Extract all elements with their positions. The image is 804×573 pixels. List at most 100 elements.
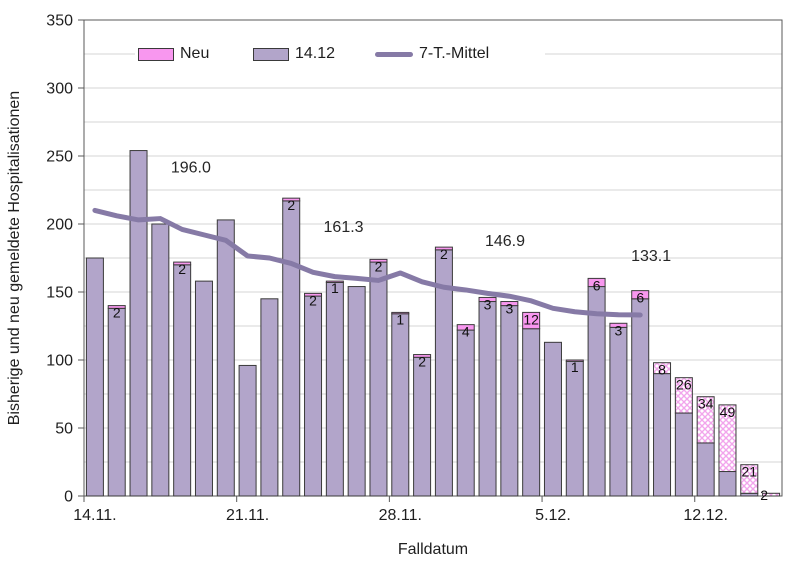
bar-value-label: 12 xyxy=(523,311,539,327)
bar-neu xyxy=(282,197,301,202)
legend-label-7t-mittel: 7-T.-Mittel xyxy=(419,45,490,62)
bar-base xyxy=(543,341,562,497)
bar-value-label: 6 xyxy=(636,290,644,306)
bar-neu xyxy=(762,492,781,497)
bar-base xyxy=(413,356,432,497)
y-tick-label: 350 xyxy=(46,13,73,30)
y-axis-title: Bisherige und neu gemeldete Hospitalisat… xyxy=(6,90,23,426)
bar-neu xyxy=(107,305,126,309)
bar-value-label: 2 xyxy=(760,487,768,503)
y-tick-label: 0 xyxy=(64,489,73,506)
bar-base xyxy=(304,295,323,497)
bar-neu xyxy=(173,261,192,266)
bar-neu xyxy=(631,290,650,300)
bar-base xyxy=(129,150,148,497)
x-tick-label: 28.11. xyxy=(379,507,422,524)
bar-neu xyxy=(369,258,388,263)
y-tick-label: 150 xyxy=(46,285,73,302)
legend-item-7t-mittel: 7-T.-Mittel xyxy=(375,38,489,70)
bar-base xyxy=(478,301,497,497)
bar-base xyxy=(522,328,541,497)
bar-base xyxy=(391,313,410,497)
bar-value-label: 49 xyxy=(720,404,736,420)
line-annotation: 133.1 xyxy=(631,248,671,265)
bar-value-label: 6 xyxy=(593,277,601,293)
bar-value-label: 2 xyxy=(440,246,448,262)
bar-neu xyxy=(718,404,737,473)
line-annotation: 161.3 xyxy=(324,219,364,236)
bar-base xyxy=(325,281,344,497)
bar-base xyxy=(347,286,366,497)
bar-neu xyxy=(478,296,497,303)
bar-neu xyxy=(565,359,584,362)
legend-item-neu: Neu xyxy=(138,38,209,70)
bar-neu xyxy=(456,324,475,331)
bar-neu xyxy=(609,322,628,328)
bar-neu xyxy=(434,246,453,251)
line-annotation: 146.9 xyxy=(485,233,525,250)
bar-base xyxy=(194,280,213,497)
y-tick-label: 300 xyxy=(46,81,73,98)
bar-neu xyxy=(696,396,715,444)
bar-base xyxy=(260,298,279,497)
bar-value-label: 3 xyxy=(615,322,623,338)
bar-neu xyxy=(522,311,541,330)
y-tick-label: 200 xyxy=(46,217,73,234)
bar-base xyxy=(216,219,235,497)
trend-line xyxy=(92,207,643,318)
bar-base xyxy=(565,360,584,497)
plot-border xyxy=(83,19,783,497)
bar-base xyxy=(238,364,257,497)
neu-swatch-icon xyxy=(138,47,174,61)
bar-base xyxy=(173,264,192,497)
bar-neu xyxy=(304,292,323,297)
bisherige-swatch-icon xyxy=(253,47,289,61)
bar-value-label: 26 xyxy=(676,377,692,393)
line-annotation: 196.0 xyxy=(171,159,211,176)
legend: Neu 14.12 7-T.-Mittel xyxy=(135,38,545,70)
bar-value-label: 1 xyxy=(571,359,579,375)
bar-base xyxy=(282,200,301,497)
legend-label-neu: Neu xyxy=(180,45,210,62)
bar-base xyxy=(151,223,170,497)
bar-value-label: 2 xyxy=(178,261,186,277)
bar-base xyxy=(369,261,388,497)
bar-value-label: 21 xyxy=(741,464,757,480)
bar-base xyxy=(631,298,650,497)
y-tick-label: 250 xyxy=(46,149,73,166)
bar-base xyxy=(696,442,715,497)
bar-value-label: 2 xyxy=(113,305,121,321)
bar-neu xyxy=(325,280,344,283)
bar-value-label: 4 xyxy=(462,324,470,340)
bar-value-label: 8 xyxy=(658,362,666,378)
trendline-swatch-icon xyxy=(375,51,413,57)
x-tick-label: 5.12. xyxy=(535,507,571,524)
bar-base xyxy=(456,329,475,497)
x-axis-title: Falldatum xyxy=(397,541,469,558)
bar-value-label: 3 xyxy=(484,296,492,312)
bar-neu xyxy=(391,311,410,315)
bar-base xyxy=(107,307,126,497)
bar-base xyxy=(587,286,606,497)
bar-value-label: 1 xyxy=(331,280,339,296)
x-tick-label: 14.11. xyxy=(73,507,116,524)
bar-base xyxy=(653,373,672,497)
bar-value-label: 2 xyxy=(287,197,295,213)
bar-neu xyxy=(674,377,693,414)
bar-neu xyxy=(413,354,432,358)
bar-base xyxy=(609,326,628,497)
legend-label-1412: 14.12 xyxy=(295,45,336,62)
bar-base xyxy=(674,412,693,497)
bar-value-label: 1 xyxy=(396,311,404,327)
bar-base xyxy=(85,257,104,497)
bar-base xyxy=(718,471,737,497)
legend-item-1412: 14.12 xyxy=(253,38,335,70)
bar-base xyxy=(500,305,519,497)
x-tick-label: 12.12. xyxy=(683,507,727,524)
y-tick-label: 50 xyxy=(55,421,73,438)
bar-value-label: 2 xyxy=(418,354,426,370)
bar-neu xyxy=(653,362,672,375)
bar-neu xyxy=(587,277,606,288)
